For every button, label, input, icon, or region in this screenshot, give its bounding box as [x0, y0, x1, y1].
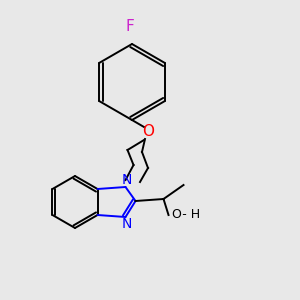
- Text: F: F: [126, 19, 134, 34]
- Text: N: N: [121, 173, 132, 187]
- Text: N: N: [121, 217, 132, 231]
- Text: O- H: O- H: [172, 208, 201, 221]
- Text: O: O: [142, 124, 154, 140]
